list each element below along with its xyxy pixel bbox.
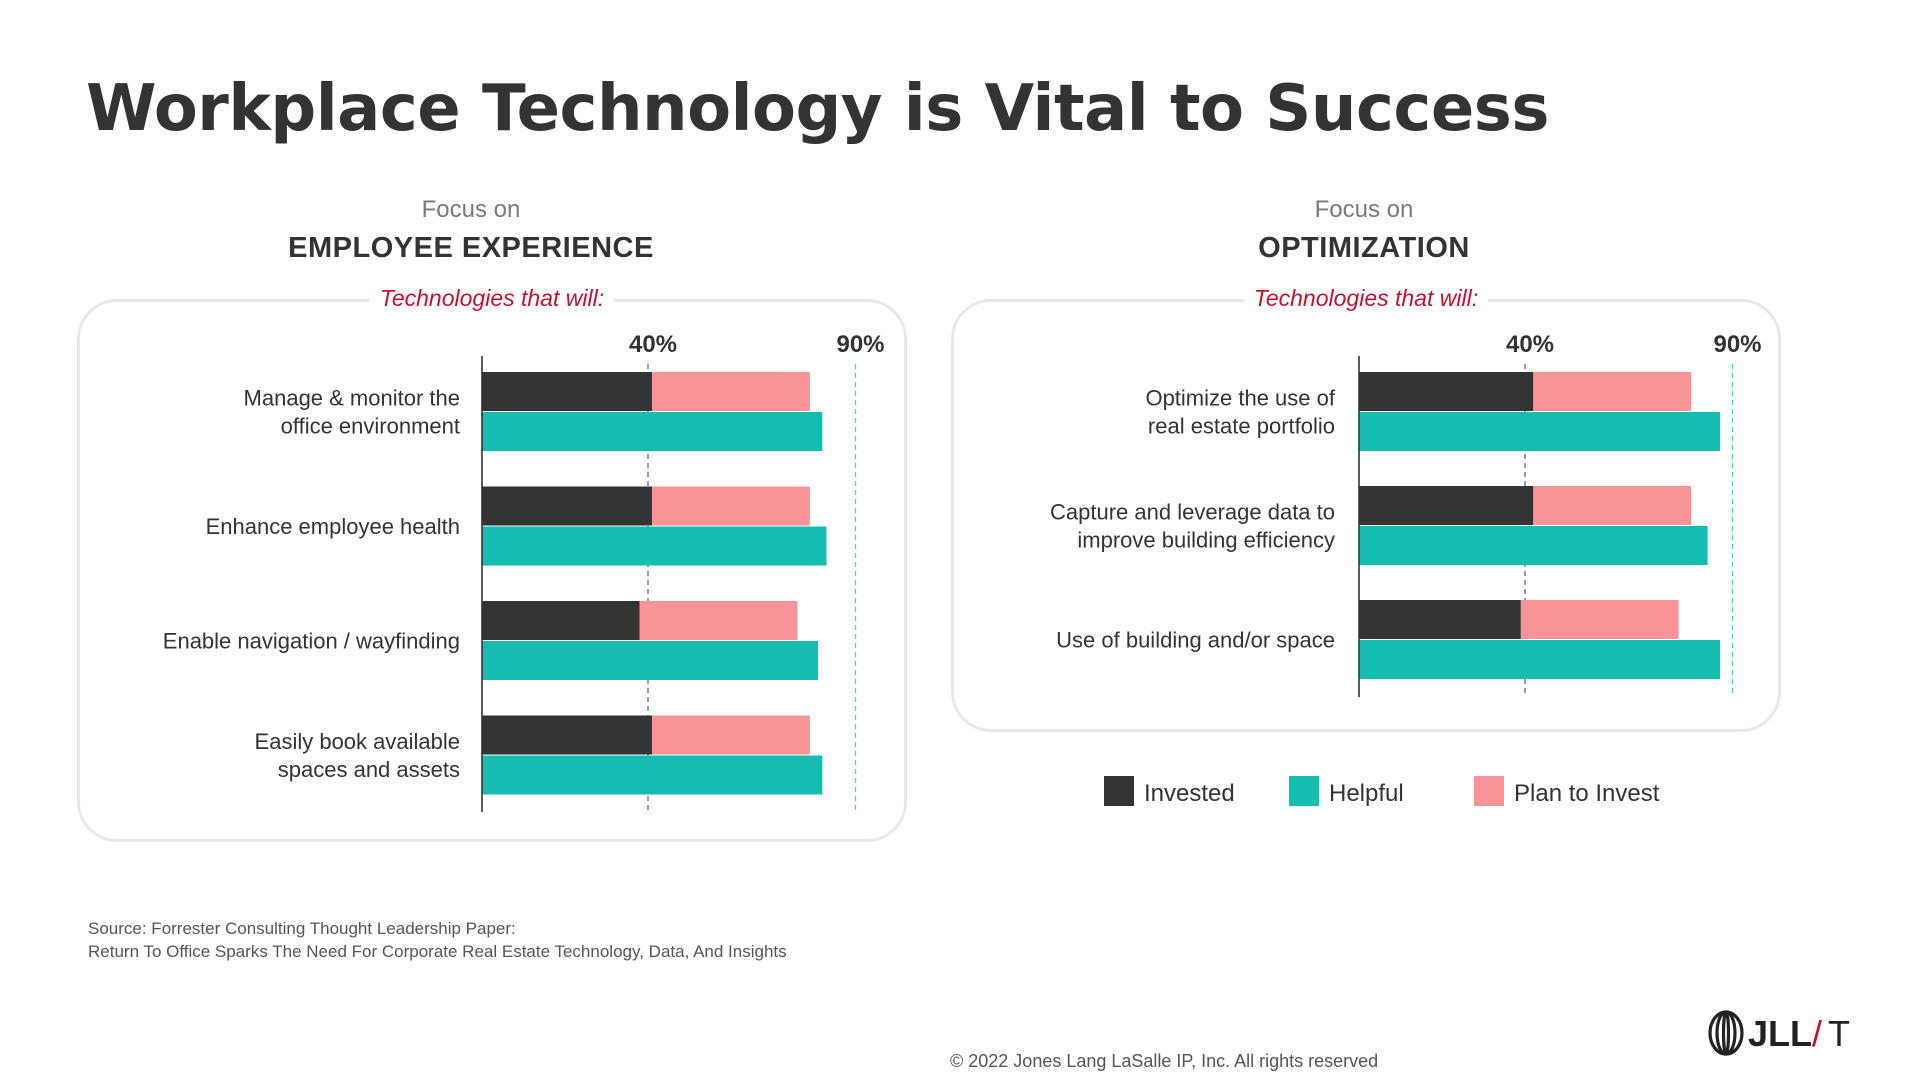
logo-slash: / — [1812, 1013, 1822, 1054]
bar-helpful — [1359, 526, 1708, 565]
legend-label: Plan to Invest — [1514, 780, 1659, 808]
category-label: Optimize the use of — [1145, 386, 1335, 411]
category-label: real estate portfolio — [1148, 414, 1335, 439]
bar-invested — [1359, 372, 1533, 411]
source-line-2: Return To Office Sparks The Need For Cor… — [88, 940, 787, 963]
copyright-notice: © 2022 Jones Lang LaSalle IP, Inc. All r… — [950, 1051, 1378, 1072]
reference-line-label: 40% — [1506, 331, 1554, 358]
logo-suffix: T — [1828, 1013, 1850, 1054]
bar-invested — [1359, 600, 1521, 639]
bar-plan-to-invest — [1521, 600, 1679, 639]
bar-invested — [1359, 486, 1533, 525]
bar-helpful — [1359, 640, 1720, 679]
category-label: Capture and leverage data to — [1050, 500, 1335, 525]
reference-line-label: 90% — [1713, 331, 1761, 358]
legend-label: Invested — [1144, 780, 1235, 808]
legend-swatch-invested — [1104, 776, 1134, 806]
jll-t-logo: JLL / T — [1706, 1004, 1866, 1062]
bar-plan-to-invest — [1533, 372, 1691, 411]
category-label: Use of building and/or space — [1056, 628, 1335, 653]
legend-label: Helpful — [1329, 780, 1404, 808]
jll-globe-icon — [1710, 1012, 1742, 1054]
legend-swatch-plan-to-invest — [1474, 776, 1504, 806]
category-label: improve building efficiency — [1077, 528, 1335, 553]
chart-legend: Invested Helpful Plan to Invest — [1104, 774, 1724, 810]
bar-helpful — [1359, 412, 1720, 451]
source-note: Source: Forrester Consulting Thought Lea… — [88, 917, 787, 963]
logo-text: JLL — [1748, 1013, 1812, 1054]
bar-plan-to-invest — [1533, 486, 1691, 525]
source-line-1: Source: Forrester Consulting Thought Lea… — [88, 917, 787, 940]
legend-swatch-helpful — [1289, 776, 1319, 806]
